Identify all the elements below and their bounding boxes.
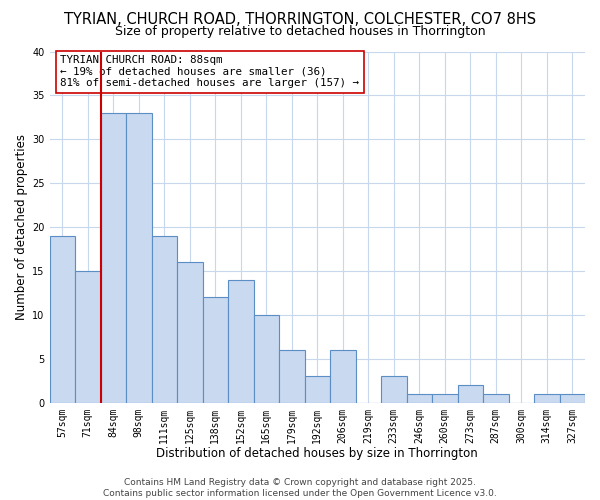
Bar (381, 376, 407, 402)
Text: TYRIAN, CHURCH ROAD, THORRINGTON, COLCHESTER, CO7 8HS: TYRIAN, CHURCH ROAD, THORRINGTON, COLCHE… (64, 12, 536, 28)
Bar (228, 280, 254, 402)
Bar (330, 350, 356, 403)
Bar (483, 394, 509, 402)
X-axis label: Distribution of detached houses by size in Thorrington: Distribution of detached houses by size … (157, 447, 478, 460)
Bar (152, 236, 177, 402)
Bar (75, 271, 101, 402)
Bar (101, 113, 126, 403)
Bar (203, 298, 228, 403)
Y-axis label: Number of detached properties: Number of detached properties (15, 134, 28, 320)
Bar (177, 262, 203, 402)
Bar (50, 236, 75, 402)
Bar (305, 376, 330, 402)
Bar (254, 315, 279, 402)
Text: Size of property relative to detached houses in Thorrington: Size of property relative to detached ho… (115, 25, 485, 38)
Bar (279, 350, 305, 403)
Text: Contains HM Land Registry data © Crown copyright and database right 2025.
Contai: Contains HM Land Registry data © Crown c… (103, 478, 497, 498)
Text: TYRIAN CHURCH ROAD: 88sqm
← 19% of detached houses are smaller (36)
81% of semi-: TYRIAN CHURCH ROAD: 88sqm ← 19% of detac… (60, 55, 359, 88)
Bar (458, 385, 483, 402)
Bar (560, 394, 585, 402)
Bar (432, 394, 458, 402)
Bar (126, 113, 152, 403)
Bar (534, 394, 560, 402)
Bar (407, 394, 432, 402)
